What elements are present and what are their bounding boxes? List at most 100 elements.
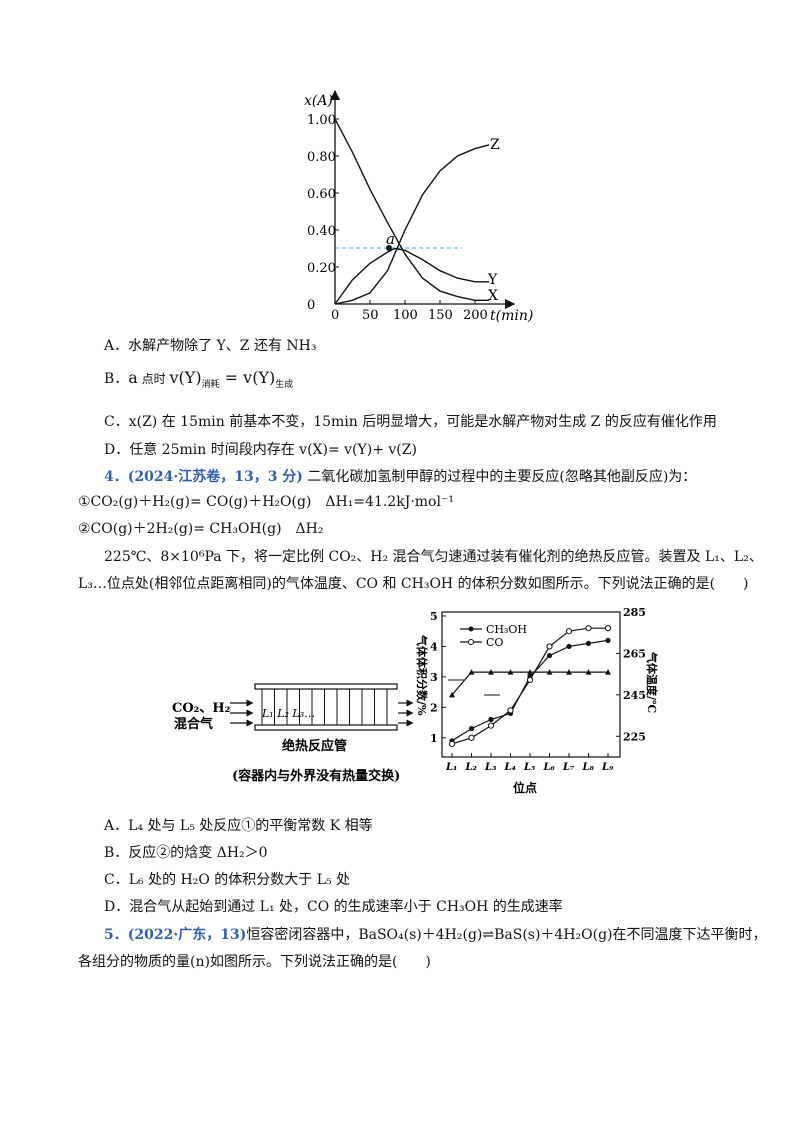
- series-x-curve: [334, 118, 489, 301]
- x-tick-label: L₉: [601, 762, 614, 773]
- q3-option-b-a: a: [128, 368, 138, 387]
- q4-option-d: D．混合气从起始到通过 L₁ 处，CO 的生成速率小于 CH₃OH 的生成速率: [104, 899, 563, 915]
- x-tick-label: L₆: [543, 762, 556, 773]
- chart2-left-ylabel: 气体体积分数/%: [415, 634, 429, 716]
- y-tick-label: 0.80: [307, 150, 336, 165]
- legend-ch3oh-label: CH₃OH: [486, 623, 527, 636]
- series-y-curve: [334, 247, 489, 305]
- co-point: [546, 643, 553, 650]
- x-tick-label: L₁: [445, 762, 457, 773]
- x-tick-label: L₈: [582, 762, 595, 773]
- ch3oh-point: [566, 643, 572, 650]
- temperature-point: [585, 669, 592, 675]
- q3-option-b-mid: 点时: [137, 372, 170, 386]
- ch3oh-curve: [451, 639, 609, 742]
- co-point: [448, 740, 456, 747]
- y-axis-label: x(A): [304, 93, 333, 109]
- y-tick-label: 0: [307, 298, 315, 313]
- x-tick-label: L₃: [484, 762, 497, 773]
- q4-condition-line2: L₃…位点处(相邻位点距离相同)的气体温度、CO 和 CH₃OH 的体积分数如图…: [78, 576, 749, 592]
- temperature-point: [468, 669, 475, 675]
- temperature-point: [566, 669, 572, 675]
- q4-condition-line1: 225℃、8×10⁶Pa 下，将一定比例 CO₂、H₂ 混合气匀速通过装有催化剂…: [104, 549, 763, 565]
- q3-option-b-v1: v(Y): [169, 368, 202, 387]
- y-tick-label: 0.40: [307, 224, 336, 239]
- chart2-frame: [441, 611, 621, 758]
- q5-number: 5．: [104, 927, 128, 943]
- temperature-point: [449, 691, 455, 698]
- legend-co-label: CO: [486, 636, 503, 649]
- ch3oh-point: [605, 637, 611, 643]
- q4-reaction-2: ②CO(g)＋2H₂(g)= CH₃OH(g) ΔH₂: [78, 521, 324, 537]
- q5-header: 5．(2022·广东，13)恒容密闭容器中，BaSO₄(s)＋4H₂(g)⇌Ba…: [104, 925, 767, 945]
- gas-label-line1: CO₂、H₂: [172, 701, 230, 716]
- x-tick-label: L₄: [504, 762, 516, 773]
- co-point: [604, 625, 612, 632]
- right-tick-label: 285: [623, 606, 646, 619]
- co-point: [585, 625, 592, 632]
- legend-co-marker: [468, 639, 474, 645]
- q3-option-b-prefix: B．: [104, 371, 129, 387]
- q4-option-a: A．L₄ 处与 L₅ 处反应①的平衡常数 K 相等: [104, 818, 373, 834]
- temperature-point: [605, 669, 611, 675]
- series-label-x: X: [488, 288, 498, 304]
- right-tick-label: 265: [623, 647, 646, 660]
- co-point: [487, 722, 495, 729]
- temperature-point: [527, 669, 533, 675]
- y-tick-label: 1.00: [307, 113, 336, 128]
- temperature-point: [546, 669, 553, 675]
- chart-volume-fraction-temperature: 气体体积分数/% 气体温度/℃ 5 4 3 2 1 285 265 245 225 L₁ L₂ L₃ L…: [415, 606, 659, 795]
- temperature-point: [507, 669, 514, 675]
- apparatus-caption: (容器内与外界没有热量交换): [232, 768, 400, 784]
- point-a-label: a: [386, 230, 395, 248]
- co-point: [565, 628, 573, 635]
- co-point: [526, 676, 534, 684]
- q5-stem-line2: 各组分的物质的量(n)如图所示。下列说法正确的是( ): [78, 954, 431, 970]
- left-tick-label: 1: [430, 732, 438, 745]
- x-tick-label: 200: [463, 308, 488, 323]
- right-tick-label: 245: [623, 689, 646, 702]
- series-z-curve: [334, 144, 490, 305]
- q3-option-b-v2: v(Y): [243, 368, 276, 387]
- x-tick-label: L₇: [562, 762, 575, 773]
- ch3oh-point: [488, 716, 494, 723]
- q3-option-b-eq: =: [219, 368, 244, 387]
- x-tick-label: 100: [393, 308, 418, 323]
- tube-bottom-wall: [254, 724, 398, 731]
- y-tick-label: 0.20: [307, 261, 336, 276]
- ch3oh-point: [546, 652, 553, 659]
- q3-option-d: D．任意 25min 时间段内存在 v(X)= v(Y)+ v(Z): [104, 442, 417, 458]
- q3-option-b: B．a 点时 v(Y)消耗 = v(Y)生成: [104, 368, 293, 395]
- tube-position-labels: L₁ L₂ L₃…: [261, 707, 315, 720]
- chart-xa-vs-time: x(A) t(min) 1.00 0.80 0.60 0.40 0.20 0 0 50 100…: [304, 89, 533, 324]
- q4-number: 4．: [104, 469, 128, 485]
- q4-option-c: C．L₆ 处的 H₂O 的体积分数大于 L₅ 处: [104, 872, 351, 888]
- co-point: [468, 734, 475, 741]
- q5-source: (2022·广东，13): [127, 927, 247, 943]
- q3-option-b-sub1: 消耗: [201, 379, 220, 390]
- q3-option-b-sub2: 生成: [275, 379, 294, 390]
- q4-option-b: B．反应②的焓变 ΔH₂＞0: [104, 845, 268, 861]
- x-tick-label: 0: [331, 308, 339, 323]
- left-tick-label: 4: [430, 640, 438, 653]
- x-axis-label: t(min): [490, 308, 533, 324]
- series-label-y: Y: [487, 272, 498, 288]
- tube-label: 绝热反应管: [282, 738, 347, 754]
- q4-reaction-1: ①CO₂(g)＋H₂(g)= CO(g)＋H₂O(g) ΔH₁=41.2kJ·m…: [78, 494, 454, 510]
- x-tick-label: 150: [428, 308, 453, 323]
- q3-option-c: C．x(Z) 在 15min 前基本不变，15min 后明显增大，可能是水解产物…: [104, 414, 717, 430]
- left-tick-label: 3: [430, 671, 438, 684]
- gas-label-line2: 混合气: [174, 716, 213, 732]
- right-tick-label: 225: [623, 730, 646, 743]
- series-label-z: Z: [490, 137, 500, 153]
- q3-option-a: A．水解产物除了 Y、Z 还有 NH₃: [104, 338, 317, 354]
- legend-ch3oh-marker: [468, 626, 474, 632]
- tube-top-wall: [254, 683, 398, 690]
- ch3oh-point: [468, 726, 475, 732]
- y-tick-label: 0.60: [307, 187, 336, 202]
- x-tick-label: L₅: [523, 762, 536, 773]
- chart2-right-ylabel: 气体温度/℃: [645, 651, 659, 713]
- ch3oh-point: [585, 640, 592, 646]
- point-a-marker: [386, 245, 392, 251]
- x-tick-label: L₂: [465, 762, 478, 773]
